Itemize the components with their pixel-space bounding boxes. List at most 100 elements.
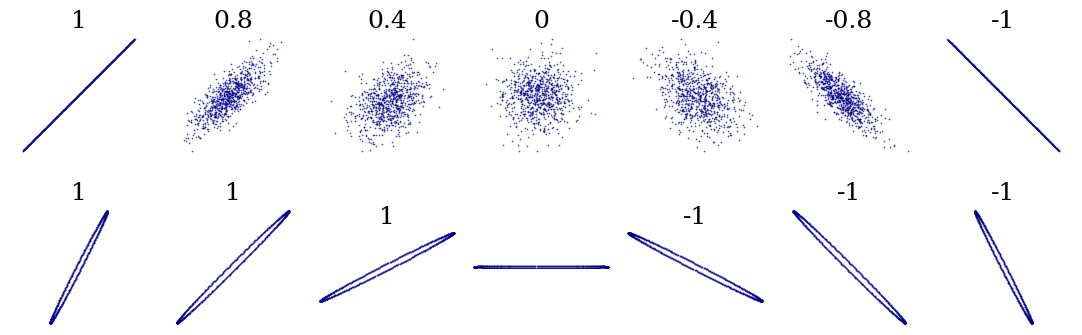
Point	[470, 265, 487, 270]
Point	[840, 102, 857, 107]
Point	[981, 79, 999, 84]
Point	[699, 75, 716, 81]
Point	[712, 114, 729, 120]
Point	[227, 104, 245, 109]
Point	[969, 67, 987, 73]
Point	[211, 103, 228, 108]
Point	[963, 61, 980, 66]
Point	[241, 76, 259, 82]
Point	[379, 93, 396, 99]
Point	[748, 297, 765, 302]
Point	[894, 319, 911, 324]
Point	[1013, 304, 1030, 309]
Point	[950, 48, 967, 54]
Point	[968, 211, 986, 216]
Point	[214, 83, 232, 89]
Point	[527, 100, 544, 105]
Point	[399, 72, 417, 77]
Point	[836, 107, 854, 112]
Point	[849, 111, 867, 116]
Point	[220, 91, 237, 96]
Point	[82, 236, 100, 241]
Point	[469, 265, 486, 270]
Point	[670, 100, 687, 105]
Point	[183, 309, 200, 314]
Point	[809, 237, 827, 242]
Point	[684, 94, 701, 99]
Point	[445, 230, 462, 236]
Point	[211, 103, 228, 108]
Point	[52, 304, 69, 310]
Point	[1001, 281, 1018, 287]
Point	[1028, 126, 1045, 132]
Point	[628, 236, 645, 241]
Point	[81, 81, 98, 86]
Point	[371, 132, 388, 137]
Point	[806, 233, 823, 238]
Point	[410, 101, 427, 106]
Point	[475, 264, 492, 269]
Point	[735, 287, 752, 292]
Point	[824, 95, 842, 100]
Point	[592, 264, 609, 269]
Point	[227, 102, 245, 108]
Point	[553, 115, 570, 121]
Point	[211, 100, 228, 105]
Point	[506, 88, 524, 93]
Point	[108, 55, 126, 60]
Point	[208, 98, 225, 104]
Point	[998, 276, 1015, 281]
Point	[522, 47, 539, 52]
Point	[212, 113, 229, 118]
Point	[676, 105, 694, 110]
Point	[642, 239, 659, 244]
Point	[1034, 132, 1052, 138]
Point	[1017, 306, 1034, 311]
Point	[74, 88, 91, 94]
Point	[70, 258, 88, 263]
Point	[553, 91, 570, 97]
Point	[992, 90, 1010, 96]
Point	[669, 252, 686, 257]
Point	[362, 107, 380, 112]
Point	[682, 90, 699, 95]
Point	[233, 77, 250, 83]
Point	[537, 69, 554, 75]
Point	[358, 80, 375, 85]
Point	[1002, 274, 1019, 280]
Point	[998, 95, 1015, 100]
Point	[466, 264, 484, 270]
Point	[23, 140, 40, 145]
Point	[814, 242, 831, 247]
Point	[89, 232, 106, 237]
Point	[513, 79, 530, 84]
Point	[365, 89, 382, 95]
Point	[379, 111, 396, 117]
Point	[393, 104, 410, 109]
Point	[522, 100, 539, 106]
Point	[1022, 319, 1040, 325]
Point	[832, 94, 849, 99]
Point	[806, 73, 823, 78]
Point	[57, 105, 75, 111]
Point	[547, 95, 565, 101]
Point	[819, 95, 836, 101]
Point	[333, 284, 351, 290]
Point	[392, 106, 409, 111]
Point	[812, 231, 829, 237]
Point	[620, 231, 637, 237]
Point	[49, 114, 66, 119]
Point	[223, 90, 240, 96]
Point	[391, 97, 408, 103]
Point	[685, 71, 702, 76]
Point	[786, 211, 803, 216]
Point	[83, 243, 101, 248]
Point	[849, 99, 867, 105]
Point	[526, 125, 543, 131]
Point	[96, 66, 114, 71]
Point	[584, 263, 602, 269]
Point	[559, 98, 577, 104]
Point	[694, 103, 711, 108]
Point	[974, 221, 991, 226]
Point	[721, 285, 738, 290]
